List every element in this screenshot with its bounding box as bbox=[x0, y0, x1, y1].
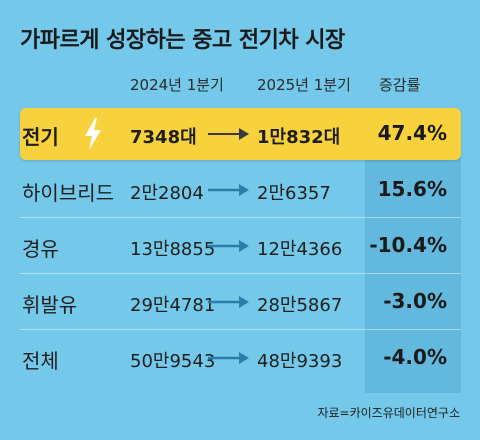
column-header-2024q1: 2024년 1분기 bbox=[130, 76, 224, 94]
table-row-hybrid: 하이브리드 2만2804 2만6357 15.6% bbox=[20, 162, 461, 218]
row-label: 휘발유 bbox=[22, 293, 78, 317]
value-2024q1: 29만4781 bbox=[130, 295, 216, 316]
right-arrow-icon bbox=[208, 296, 249, 308]
table-row-total: 전체 50만9543 48만9393 -4.0% bbox=[20, 330, 461, 386]
value-2024q1: 2만2804 bbox=[130, 183, 204, 204]
row-divider bbox=[20, 217, 461, 218]
row-label: 경유 bbox=[22, 237, 59, 261]
value-2025q1: 2만6357 bbox=[257, 183, 331, 204]
lightning-bolt-icon bbox=[85, 118, 101, 150]
value-2025q1: 48만9393 bbox=[257, 351, 343, 372]
row-label: 하이브리드 bbox=[22, 181, 114, 205]
column-header-2025q1: 2025년 1분기 bbox=[257, 76, 351, 94]
right-arrow-icon bbox=[208, 240, 249, 252]
value-2025q1: 28만5867 bbox=[257, 295, 343, 316]
value-2024q1: 13만8855 bbox=[130, 239, 216, 260]
right-arrow-icon bbox=[208, 352, 249, 364]
source-note: 자료=카이즈유데이터연구소 bbox=[317, 406, 460, 420]
column-header-change: 증감률 bbox=[379, 76, 421, 94]
change-rate: -3.0% bbox=[383, 289, 447, 313]
row-divider bbox=[20, 329, 461, 330]
value-2025q1: 1만832대 bbox=[257, 127, 341, 148]
change-rate: -4.0% bbox=[383, 345, 447, 369]
right-arrow-icon bbox=[208, 184, 249, 196]
value-2024q1: 7348대 bbox=[130, 127, 197, 148]
change-rate: -10.4% bbox=[369, 233, 447, 257]
table-row-ev: 전기 7348대 1만832대 47.4% bbox=[20, 108, 461, 160]
change-rate: 15.6% bbox=[377, 177, 447, 201]
right-arrow-icon bbox=[208, 128, 249, 140]
value-2024q1: 50만9543 bbox=[130, 351, 216, 372]
table-row-diesel: 경유 13만8855 12만4366 -10.4% bbox=[20, 218, 461, 274]
row-label: 전체 bbox=[22, 349, 59, 373]
value-2025q1: 12만4366 bbox=[257, 239, 343, 260]
row-divider bbox=[20, 273, 461, 274]
chart-title: 가파르게 성장하는 중고 전기차 시장 bbox=[20, 28, 345, 53]
table-row-gasoline: 휘발유 29만4781 28만5867 -3.0% bbox=[20, 274, 461, 330]
row-label: 전기 bbox=[22, 125, 59, 149]
change-rate: 47.4% bbox=[377, 121, 447, 145]
